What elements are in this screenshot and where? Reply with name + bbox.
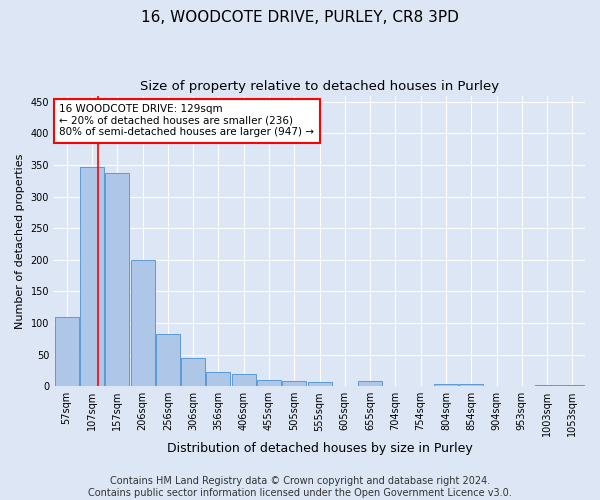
Bar (257, 380, 281, 386)
Bar (181, 358, 205, 386)
Bar (434, 384, 458, 386)
Bar (156, 334, 180, 386)
Text: 16 WOODCOTE DRIVE: 129sqm
← 20% of detached houses are smaller (236)
80% of semi: 16 WOODCOTE DRIVE: 129sqm ← 20% of detac… (59, 104, 314, 138)
Bar (80, 167, 104, 386)
Title: Size of property relative to detached houses in Purley: Size of property relative to detached ho… (140, 80, 499, 93)
Bar (232, 374, 256, 386)
Bar (535, 385, 559, 386)
Bar (560, 385, 584, 386)
Text: Contains HM Land Registry data © Crown copyright and database right 2024.
Contai: Contains HM Land Registry data © Crown c… (88, 476, 512, 498)
Bar (105, 172, 129, 386)
Bar (282, 381, 306, 386)
Bar (459, 384, 483, 386)
Bar (131, 260, 155, 386)
Text: 16, WOODCOTE DRIVE, PURLEY, CR8 3PD: 16, WOODCOTE DRIVE, PURLEY, CR8 3PD (141, 10, 459, 25)
X-axis label: Distribution of detached houses by size in Purley: Distribution of detached houses by size … (167, 442, 472, 455)
Bar (358, 381, 382, 386)
Bar (308, 382, 332, 386)
Bar (55, 316, 79, 386)
Bar (206, 372, 230, 386)
Y-axis label: Number of detached properties: Number of detached properties (15, 153, 25, 328)
